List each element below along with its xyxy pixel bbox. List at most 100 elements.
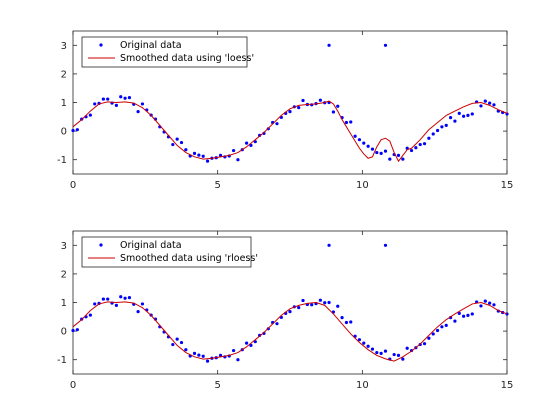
data-point	[318, 298, 322, 302]
legend-box	[81, 36, 248, 68]
data-point	[388, 157, 392, 161]
data-point	[288, 310, 292, 314]
data-point	[383, 43, 388, 47]
x-tick-label: 10	[356, 380, 369, 391]
data-point	[344, 120, 349, 125]
data-point	[405, 346, 409, 350]
data-point	[453, 319, 457, 323]
data-point	[479, 104, 483, 108]
data-point	[340, 316, 344, 320]
data-point	[297, 306, 301, 310]
data-point	[327, 43, 331, 47]
data-point	[127, 296, 132, 300]
data-point	[470, 312, 474, 316]
data-point	[336, 304, 340, 308]
legend-label-original: Original data	[120, 40, 182, 51]
data-point	[409, 148, 414, 153]
data-point	[466, 113, 470, 117]
data-point	[245, 141, 249, 145]
data-point	[431, 332, 435, 336]
y-tick-label: 0	[61, 327, 67, 338]
data-point	[418, 142, 422, 147]
data-point	[75, 328, 79, 332]
data-point	[444, 323, 448, 327]
data-point	[205, 159, 210, 163]
data-point	[392, 352, 396, 357]
data-point	[275, 122, 279, 126]
data-point	[327, 300, 331, 305]
y-tick-label: 2	[61, 69, 67, 80]
data-point	[136, 310, 140, 314]
top-subplot: 0 5 10 15 -1 0 1 2 3 Original data Smoothed data u…	[57, 30, 513, 191]
smoothed-data-line	[72, 301, 508, 362]
data-point	[462, 114, 466, 118]
data-point	[275, 322, 279, 326]
data-point	[396, 353, 401, 358]
data-point	[362, 141, 366, 145]
data-point	[427, 136, 431, 140]
data-point	[236, 358, 240, 362]
x-tick-label: 10	[356, 180, 369, 191]
data-point	[114, 103, 118, 107]
data-point	[453, 119, 457, 123]
data-point	[201, 154, 205, 158]
legend-marker-original	[99, 43, 103, 47]
data-point	[323, 301, 327, 305]
data-point	[466, 313, 470, 317]
data-point	[353, 134, 357, 138]
data-point	[288, 110, 292, 114]
data-point	[379, 151, 383, 156]
y-tick-label: 3	[61, 41, 67, 52]
data-point	[483, 99, 487, 103]
data-point	[357, 138, 362, 142]
data-point	[375, 350, 379, 355]
data-point	[245, 341, 249, 345]
x-tick-label: 5	[214, 380, 220, 391]
data-point	[201, 354, 205, 358]
data-point	[362, 341, 366, 345]
data-point	[336, 104, 340, 108]
data-point	[488, 101, 492, 105]
data-point	[123, 96, 127, 100]
data-point	[457, 311, 461, 315]
data-point	[197, 353, 201, 357]
data-point	[435, 128, 440, 133]
smoothed-data-line	[72, 100, 508, 163]
y-tick-label: 1	[61, 98, 67, 109]
data-point	[236, 158, 240, 162]
data-point	[101, 297, 105, 301]
data-point	[383, 243, 388, 247]
data-point	[492, 103, 496, 107]
legend-label-smoothed: Smoothed data using 'loess'	[120, 53, 254, 64]
data-point	[127, 96, 132, 100]
data-point	[422, 142, 427, 146]
data-point	[179, 140, 184, 145]
data-point	[440, 125, 444, 129]
x-tick-label: 0	[70, 180, 76, 191]
data-point	[383, 149, 388, 153]
data-point	[457, 111, 461, 115]
data-point	[136, 110, 140, 114]
legend-label-smoothed: Smoothed data using 'rloess'	[120, 253, 258, 264]
data-point	[192, 151, 197, 156]
x-tick-label: 0	[70, 380, 76, 391]
data-point	[140, 302, 145, 306]
data-point	[444, 123, 448, 127]
data-point	[101, 97, 105, 101]
data-point	[370, 147, 375, 151]
y-tick-label: 0	[61, 127, 67, 138]
data-point	[318, 98, 322, 102]
data-point	[93, 102, 97, 106]
data-point	[370, 347, 375, 351]
data-point	[349, 320, 353, 324]
data-point	[184, 148, 188, 152]
legend-marker-original	[99, 243, 103, 247]
data-point	[106, 97, 110, 101]
data-point	[171, 142, 175, 147]
data-point	[349, 120, 353, 124]
data-point	[71, 328, 75, 333]
data-point	[366, 144, 370, 148]
y-tick-label: 3	[61, 241, 67, 252]
y-tick-label: -1	[57, 355, 67, 366]
